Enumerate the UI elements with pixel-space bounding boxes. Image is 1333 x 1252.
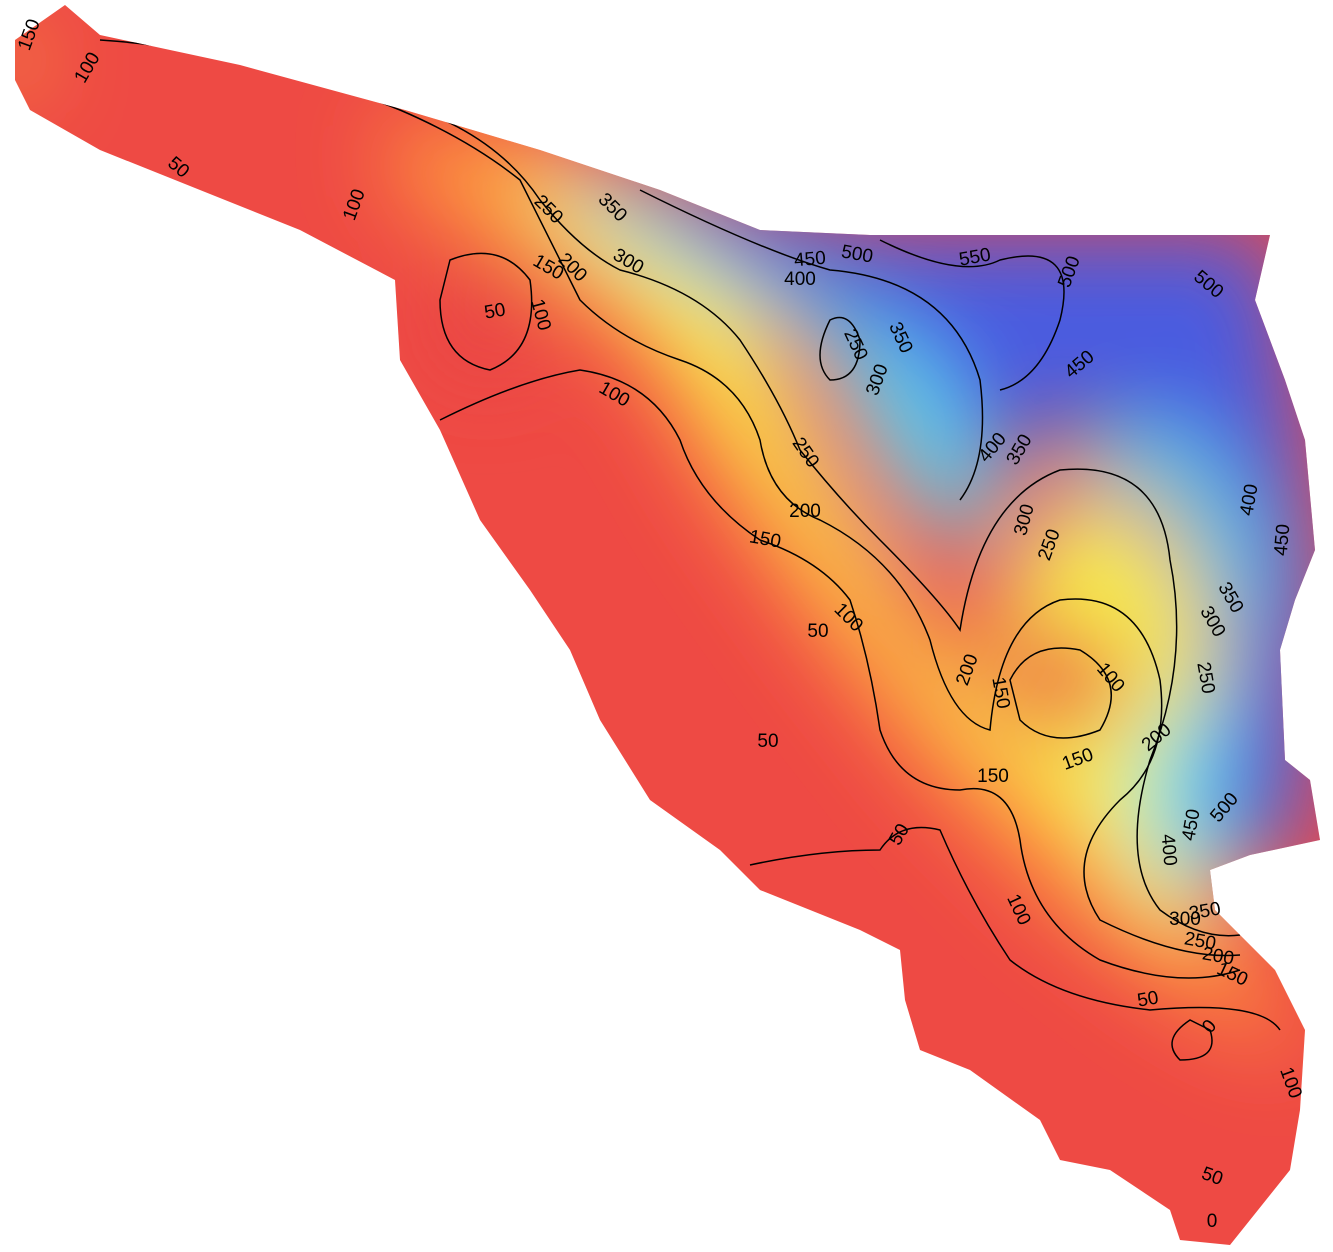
contour-line: [819, 316, 861, 381]
contour-line: [439, 369, 1241, 979]
contour-label: 50: [1136, 987, 1160, 1011]
contour-label: 400: [784, 269, 816, 290]
contour-line: [749, 826, 1281, 1031]
contour-label: 50: [483, 299, 507, 323]
contour-line: [99, 39, 1241, 957]
contour-line: [1171, 1019, 1213, 1061]
contour-label: 0: [1207, 1211, 1218, 1232]
contour-line: [1009, 647, 1112, 739]
contour-label: 450: [793, 248, 826, 272]
contour-label: 150: [977, 766, 1009, 787]
contour-line: [439, 252, 533, 371]
contour-label: 450: [1271, 523, 1295, 556]
contour-label: 200: [789, 501, 821, 522]
contour-line: [419, 109, 1241, 937]
contour-label: 300: [1169, 909, 1201, 930]
contour-label: 400: [1157, 833, 1181, 866]
contour-label: 50: [757, 731, 778, 752]
contour-line: [639, 189, 984, 501]
contour-line: [879, 239, 1065, 391]
contour-label: 50: [807, 621, 828, 642]
